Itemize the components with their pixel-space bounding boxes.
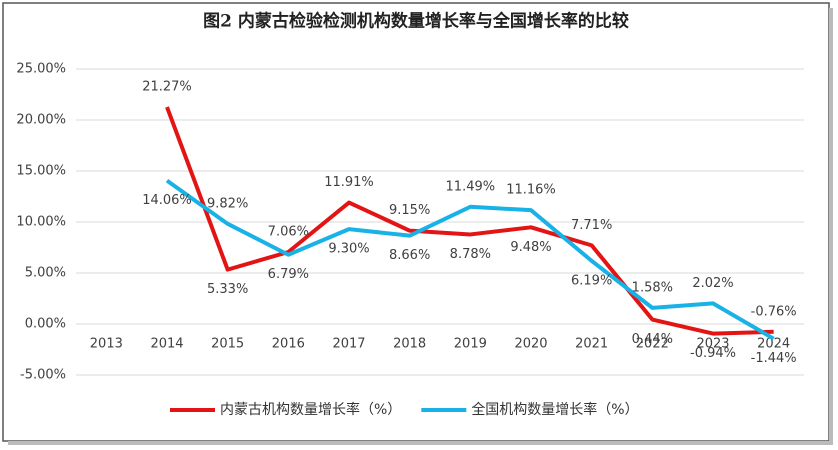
data-label: -0.76% <box>751 304 797 319</box>
y-tick-label: 15.00% <box>16 164 66 179</box>
y-tick-label: -5.00% <box>20 368 66 383</box>
chart-title: 图2 内蒙古检验检测机构数量增长率与全国增长率的比较 <box>203 11 629 32</box>
legend-label: 内蒙古机构数量增长率（%） <box>220 401 401 418</box>
data-label: 8.66% <box>389 248 430 263</box>
x-tick-label: 2015 <box>211 337 244 352</box>
data-label: 14.06% <box>142 193 192 208</box>
data-label: 21.27% <box>142 80 192 95</box>
data-label: -0.94% <box>690 346 736 361</box>
series-line <box>165 106 774 336</box>
y-tick-label: 0.00% <box>25 317 66 332</box>
data-label: 9.30% <box>328 242 369 257</box>
y-tick-label: 5.00% <box>25 266 66 281</box>
data-label: 7.06% <box>268 224 309 239</box>
data-label: 11.49% <box>446 179 496 194</box>
y-tick-label: 20.00% <box>16 113 66 128</box>
x-tick-label: 2017 <box>332 337 365 352</box>
x-tick-label: 2014 <box>150 337 183 352</box>
legend-label: 全国机构数量增长率（%） <box>471 401 638 418</box>
data-label: 9.82% <box>207 196 248 211</box>
x-tick-label: 2016 <box>272 337 305 352</box>
frame-shadow <box>8 441 833 445</box>
data-label: 6.79% <box>268 267 309 282</box>
data-label: 11.16% <box>506 183 556 198</box>
data-label: 5.33% <box>207 282 248 297</box>
x-tick-label: 2019 <box>454 337 487 352</box>
x-tick-label: 2020 <box>514 337 547 352</box>
x-tick-label: 2024 <box>757 337 790 352</box>
y-tick-label: 10.00% <box>16 215 66 230</box>
x-tick-label: 2013 <box>90 337 123 352</box>
x-tick-label: 2021 <box>575 337 608 352</box>
data-label: 9.15% <box>389 203 430 218</box>
data-label: 1.58% <box>632 280 673 295</box>
data-label: 0.44% <box>632 332 673 347</box>
data-label: 6.19% <box>571 273 612 288</box>
data-label: -1.44% <box>751 351 797 366</box>
y-tick-label: 25.00% <box>16 62 66 77</box>
data-label: 7.71% <box>571 218 612 233</box>
x-tick-label: 2022 <box>636 337 669 352</box>
data-label: 11.91% <box>324 175 374 190</box>
frame-shadow <box>829 8 833 445</box>
data-label: 2.02% <box>692 276 733 291</box>
data-label: 9.48% <box>510 240 551 255</box>
x-tick-label: 2023 <box>696 337 729 352</box>
data-label: 8.78% <box>450 247 491 262</box>
x-tick-label: 2018 <box>393 337 426 352</box>
series-line <box>165 178 775 341</box>
